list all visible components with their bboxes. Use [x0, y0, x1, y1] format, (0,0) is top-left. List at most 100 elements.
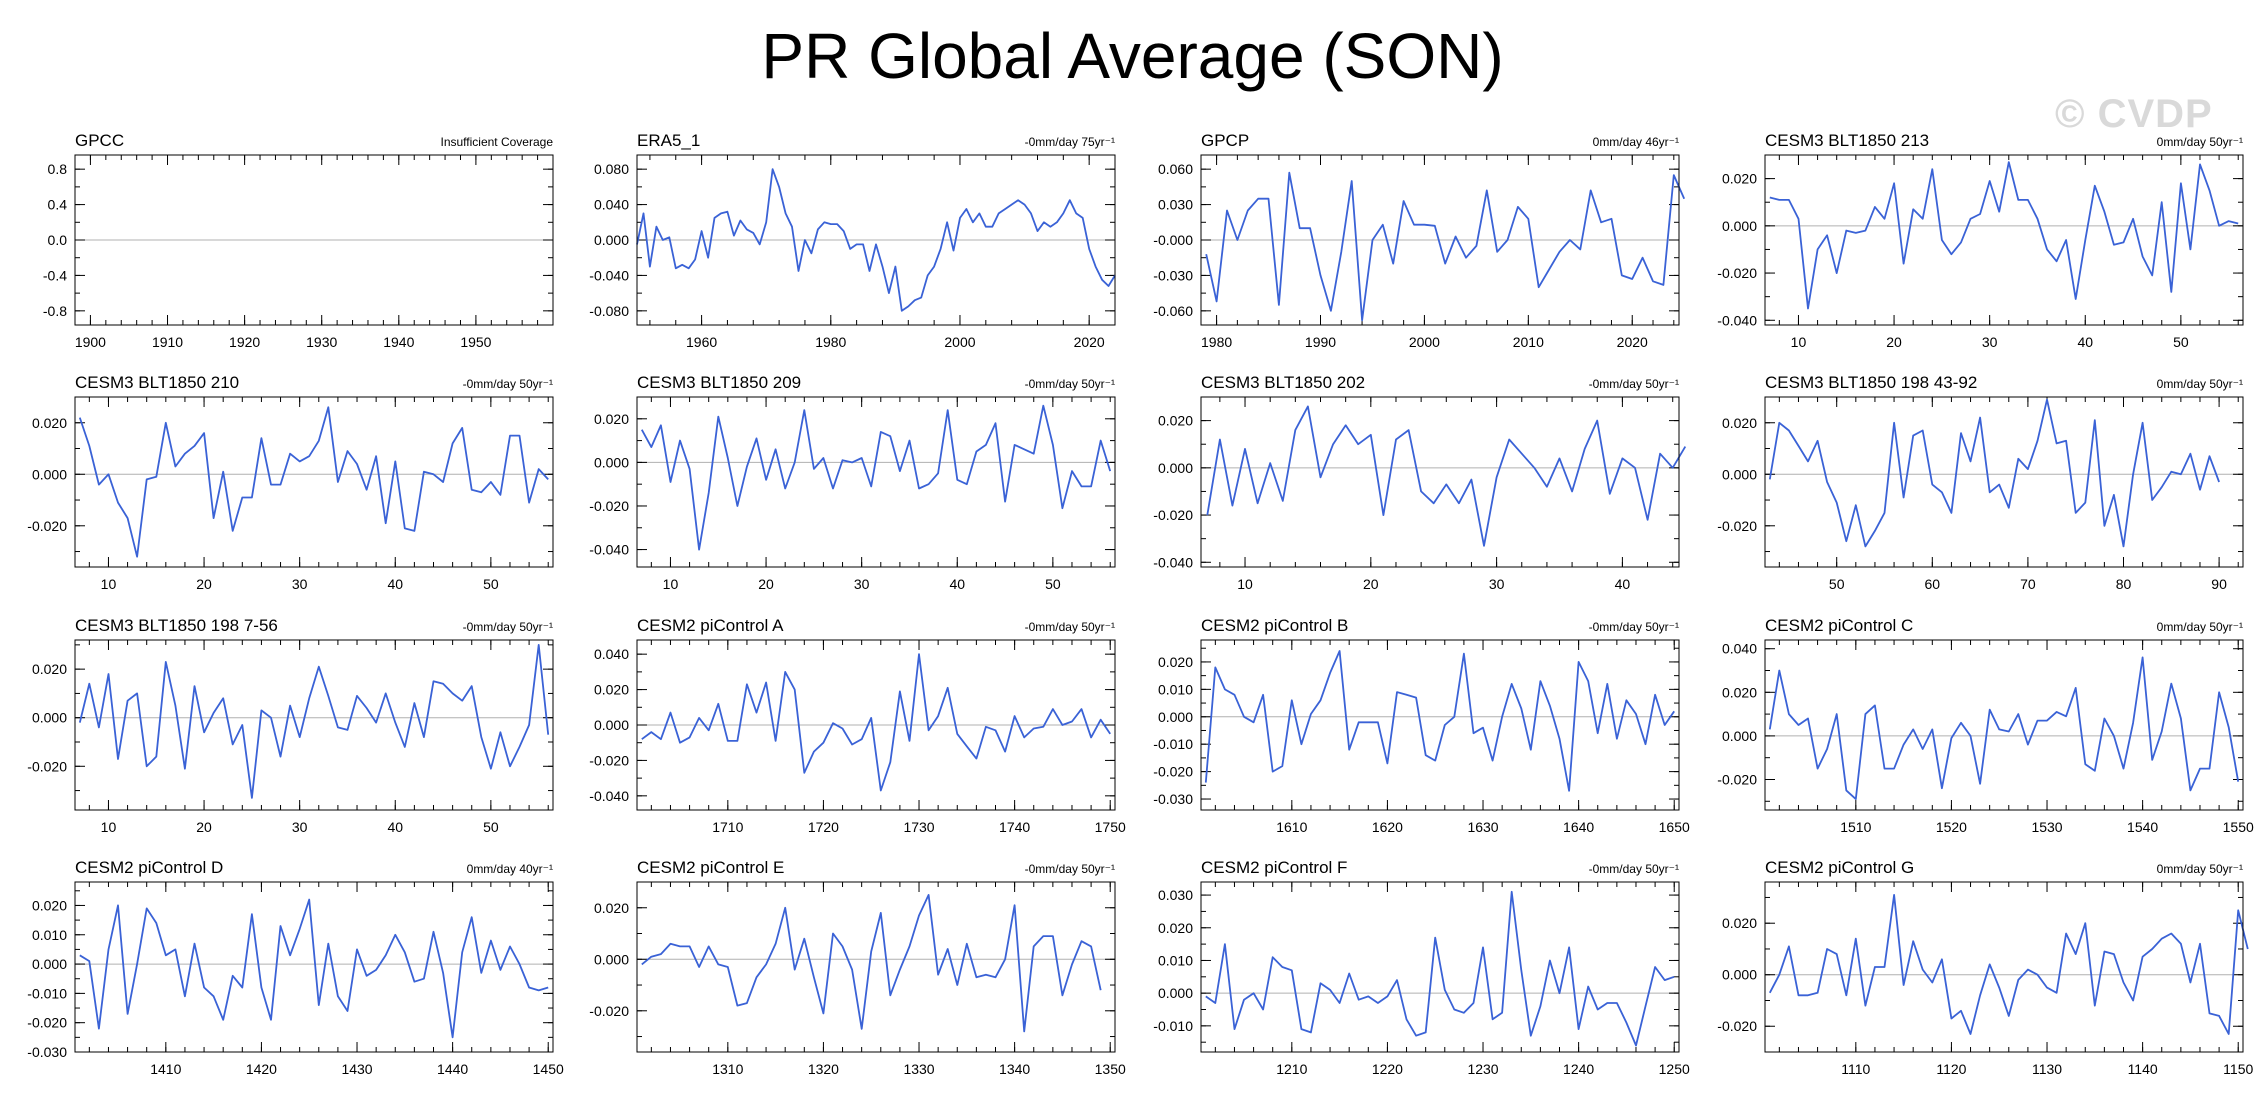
plot-frame: [636, 881, 1116, 1053]
plot-frame: [1764, 154, 2244, 326]
y-tick-label: -0.030: [1153, 791, 1193, 807]
x-tick-label: 1220: [1372, 1061, 1403, 1077]
y-tick-label: 0.000: [1158, 709, 1193, 725]
y-tick-label: -0.030: [27, 1044, 67, 1060]
x-tick-label: 1510: [1840, 819, 1871, 835]
chart-panel: -0.030 -0.020 -0.010 0.000 0.010 0.020 1610 162…: [1153, 616, 1690, 835]
panel-trend-label: 0mm/day 46yr⁻¹: [1593, 135, 1679, 149]
x-tick-label: 1940: [383, 334, 414, 350]
x-tick-label: 1900: [75, 334, 106, 350]
panel-trend-label: -0mm/day 50yr⁻¹: [463, 620, 553, 634]
x-tick-label: 1620: [1372, 819, 1403, 835]
plot-frame: [1764, 881, 2244, 1053]
y-tick-label: 0.000: [32, 466, 67, 482]
y-tick-label: -0.020: [1717, 518, 1757, 534]
chart-panel: -0.020 0.000 0.020 0.040 1510 1520 1530 1540 155…: [1717, 616, 2254, 835]
x-tick-label: 1250: [1659, 1061, 1690, 1077]
x-tick-label: 1430: [341, 1061, 372, 1077]
plot-frame: [636, 154, 1116, 326]
y-tick-label: 0.030: [1158, 197, 1193, 213]
y-tick-label: -0.4: [43, 267, 67, 283]
x-tick-label: 2020: [1074, 334, 1105, 350]
y-tick-label: 0.010: [1158, 681, 1193, 697]
x-tick-label: 1710: [712, 819, 743, 835]
x-tick-label: 50: [2173, 334, 2189, 350]
watermark: © CVDP: [2055, 92, 2213, 136]
y-tick-label: -0.020: [1717, 265, 1757, 281]
plot-frame: [1200, 154, 1680, 326]
panel-title: CESM2 piControl F: [1201, 858, 1347, 877]
plot-frame: [636, 396, 1116, 568]
series-line: [1769, 894, 2249, 1035]
x-tick-label: 70: [2020, 576, 2036, 592]
chart-panel: -0.020 0.000 0.020 1310 1320 1330 1340 1350 CESM…: [589, 858, 1126, 1077]
chart-panel: -0.8 -0.4 0.0 0.4 0.8 1900 1910 1920 1930 1940 195…: [43, 131, 554, 350]
page-title: PR Global Average (SON): [761, 20, 1504, 92]
x-tick-label: 10: [1237, 576, 1253, 592]
y-tick-label: 0.020: [32, 415, 67, 431]
y-tick-label: -0.020: [1153, 764, 1193, 780]
panel-trend-label: -0mm/day 50yr⁻¹: [1025, 377, 1115, 391]
chart-panel: -0.080 -0.040 0.000 0.040 0.080 1960 1980 2000 2…: [589, 131, 1116, 350]
x-tick-label: 1720: [808, 819, 839, 835]
x-tick-label: 1950: [460, 334, 491, 350]
x-tick-label: 1130: [2032, 1061, 2062, 1077]
x-tick-label: 40: [387, 819, 403, 835]
panel-title: CESM3 BLT1850 198 7-56: [75, 616, 278, 635]
x-tick-label: 1140: [2128, 1061, 2158, 1077]
y-tick-label: 0.000: [594, 951, 629, 967]
panel-trend-label: -0mm/day 50yr⁻¹: [1025, 862, 1115, 876]
y-tick-label: 0.040: [1722, 641, 1757, 657]
series-line: [1204, 650, 1675, 792]
x-tick-label: 10: [101, 819, 117, 835]
y-tick-label: 0.020: [32, 897, 67, 913]
x-tick-label: 1650: [1659, 819, 1690, 835]
series-line: [79, 898, 549, 1039]
series-line: [1205, 171, 1686, 322]
x-tick-label: 90: [2211, 576, 2227, 592]
y-tick-label: -0.000: [1153, 232, 1193, 248]
x-tick-label: 10: [101, 576, 117, 592]
x-tick-label: 1930: [306, 334, 337, 350]
panel-trend-label: 0mm/day 50yr⁻¹: [2157, 377, 2243, 391]
y-tick-label: -0.030: [1153, 267, 1193, 283]
plot-frame: [636, 639, 1116, 811]
x-tick-label: 1640: [1563, 819, 1594, 835]
series-line: [78, 644, 550, 799]
y-tick-label: -0.040: [1717, 312, 1757, 328]
plot-frame: [1200, 639, 1680, 811]
y-tick-label: -0.020: [589, 752, 629, 768]
x-tick-label: 1730: [903, 819, 934, 835]
x-tick-label: 1450: [533, 1061, 564, 1077]
x-tick-label: 50: [1045, 576, 1061, 592]
x-tick-label: 1610: [1276, 819, 1307, 835]
panel-title: CESM2 piControl C: [1765, 616, 1913, 635]
x-tick-label: 2020: [1617, 334, 1648, 350]
x-tick-label: 1350: [1095, 1061, 1126, 1077]
x-tick-label: 1980: [1201, 334, 1232, 350]
panel-title: CESM3 BLT1850 202: [1201, 373, 1365, 392]
x-tick-label: 10: [1791, 334, 1807, 350]
plot-frame: [74, 881, 554, 1053]
x-tick-label: 1320: [808, 1061, 839, 1077]
series-line: [641, 894, 1102, 1033]
y-tick-label: 0.020: [594, 900, 629, 916]
y-tick-label: 0.000: [1722, 728, 1757, 744]
x-tick-label: 2010: [1513, 334, 1544, 350]
panel-trend-label: 0mm/day 50yr⁻¹: [2157, 135, 2243, 149]
panel-trend-label: -0mm/day 50yr⁻¹: [1589, 862, 1679, 876]
y-tick-label: 0.080: [594, 161, 629, 177]
y-tick-label: 0.020: [1158, 920, 1193, 936]
x-tick-label: 80: [2116, 576, 2132, 592]
series-line: [78, 406, 549, 558]
y-tick-label: 0.020: [1722, 171, 1757, 187]
y-tick-label: 0.020: [1158, 654, 1193, 670]
y-tick-label: 0.000: [1722, 218, 1757, 234]
y-tick-label: -0.010: [1153, 1018, 1193, 1034]
x-tick-label: 2000: [1409, 334, 1440, 350]
x-tick-label: 1520: [1936, 819, 1967, 835]
x-tick-label: 20: [196, 576, 212, 592]
series-line: [1205, 890, 1675, 1047]
panel-title: ERA5_1: [637, 131, 700, 150]
x-tick-label: 1630: [1467, 819, 1498, 835]
